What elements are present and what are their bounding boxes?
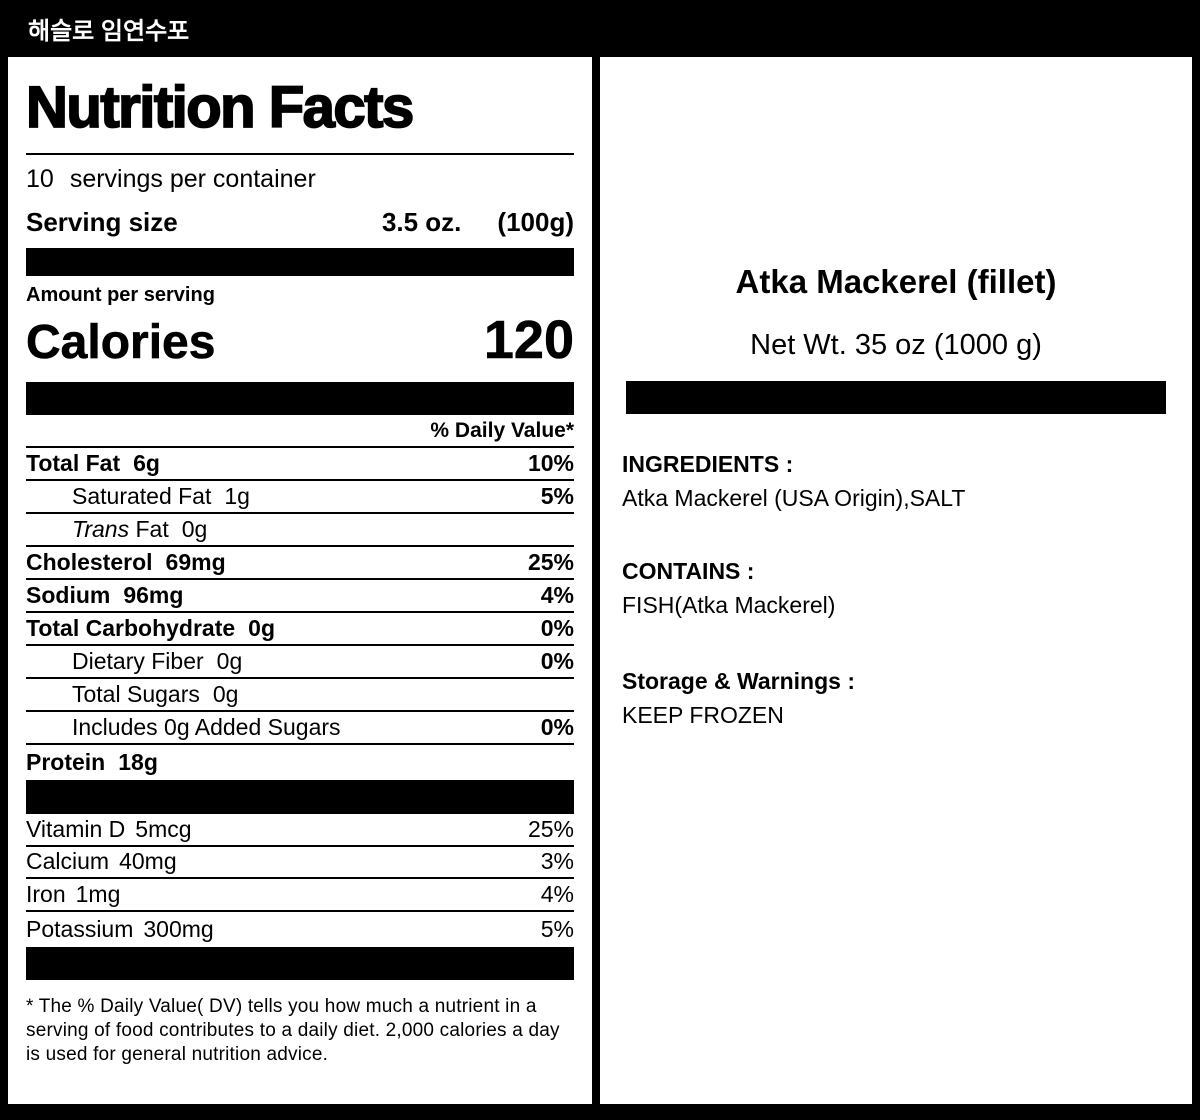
serving-size-grams: (100g): [497, 207, 574, 237]
daily-value: 10%: [527, 450, 574, 476]
title-divider: [26, 153, 574, 155]
storage-warnings-text: KEEP FROZEN: [622, 702, 784, 728]
product-korean-title-bar: 해슬로 임연수포: [0, 0, 1200, 57]
nutrient-row-protein: Protein 18g: [26, 749, 158, 775]
daily-value: 0%: [540, 648, 574, 674]
nutrient-row-total-sugars: Total Sugars 0g: [26, 679, 574, 712]
daily-value: 5%: [540, 915, 574, 942]
vitamin-row-calcium: Calcium 40mg 3%: [26, 847, 574, 879]
serving-size-row: Serving size 3.5 oz. (100g): [26, 206, 574, 238]
calories-row: Calories 120: [26, 310, 575, 371]
ingredients-text: Atka Mackerel (USA Origin),SALT: [622, 485, 966, 511]
nutrient-row-sodium: Sodium 96mg 4%: [26, 580, 574, 613]
nutrient-row-trans-fat: Trans Fat 0g: [26, 514, 574, 547]
amount-per-serving-label: Amount per serving: [26, 284, 215, 306]
serving-size-oz: 3.5 oz.: [381, 207, 462, 237]
daily-value: 4%: [540, 880, 574, 907]
daily-value-footnote: * The % Daily Value( DV) tells you how m…: [26, 995, 560, 1065]
nutrient-row-added-sugars: Includes 0g Added Sugars 0%: [26, 712, 574, 745]
thick-divider-bar: [26, 946, 574, 980]
thick-divider-bar: [26, 780, 574, 814]
vitamin-row-iron: Iron 1mg 4%: [26, 879, 574, 912]
serving-size-label: Serving size: [26, 207, 178, 237]
daily-value: 0%: [540, 615, 574, 641]
thick-divider-bar: [26, 382, 574, 415]
nutrient-row-total-carbohydrate: Total Carbohydrate 0g 0%: [26, 613, 574, 646]
product-korean-title: 해슬로 임연수포: [28, 18, 190, 45]
product-info-panel: Atka Mackerel (fillet) Net Wt. 35 oz (10…: [600, 57, 1192, 1104]
servings-per-container: 10 servings per container: [26, 164, 574, 194]
contains-heading: CONTAINS :: [622, 558, 755, 584]
nutrition-facts-panel: Nutrition Facts 10 servings per container…: [8, 57, 592, 1104]
servings-count: 10: [26, 165, 54, 193]
nutrient-row-dietary-fiber: Dietary Fiber 0g 0%: [26, 646, 574, 679]
daily-value: 4%: [540, 582, 574, 608]
storage-warnings-heading: Storage & Warnings :: [622, 668, 855, 694]
calories-label: Calories: [26, 316, 216, 370]
daily-value-header: % Daily Value*: [26, 415, 574, 448]
nutrient-row-saturated-fat: Saturated Fat 1g 5%: [26, 481, 574, 514]
thick-divider-bar: [26, 248, 574, 276]
daily-value: 5%: [540, 483, 574, 509]
servings-text: servings per container: [69, 165, 316, 193]
daily-value: 25%: [527, 549, 574, 575]
product-name: Atka Mackerel (fillet): [735, 263, 1057, 300]
calories-value: 120: [483, 310, 575, 370]
nutrient-row-total-fat: Total Fat 6g 10%: [26, 448, 574, 481]
net-weight: Net Wt. 35 oz (1000 g): [750, 329, 1042, 361]
vitamin-row-vitamin-d: Vitamin D 5mcg 25%: [26, 814, 574, 847]
daily-value: 3%: [540, 848, 574, 875]
nutrition-facts-title: Nutrition Facts: [25, 74, 415, 141]
contains-text: FISH(Atka Mackerel): [622, 592, 836, 618]
vitamin-row-potassium: Potassium 300mg 5%: [26, 915, 574, 942]
nutrient-row-cholesterol: Cholesterol 69mg 25%: [26, 547, 574, 580]
label-panels: Nutrition Facts 10 servings per container…: [0, 57, 1200, 1112]
daily-value: 0%: [540, 714, 574, 740]
thick-divider-bar: [626, 381, 1166, 414]
daily-value: 25%: [527, 815, 574, 842]
ingredients-heading: INGREDIENTS :: [622, 451, 794, 477]
